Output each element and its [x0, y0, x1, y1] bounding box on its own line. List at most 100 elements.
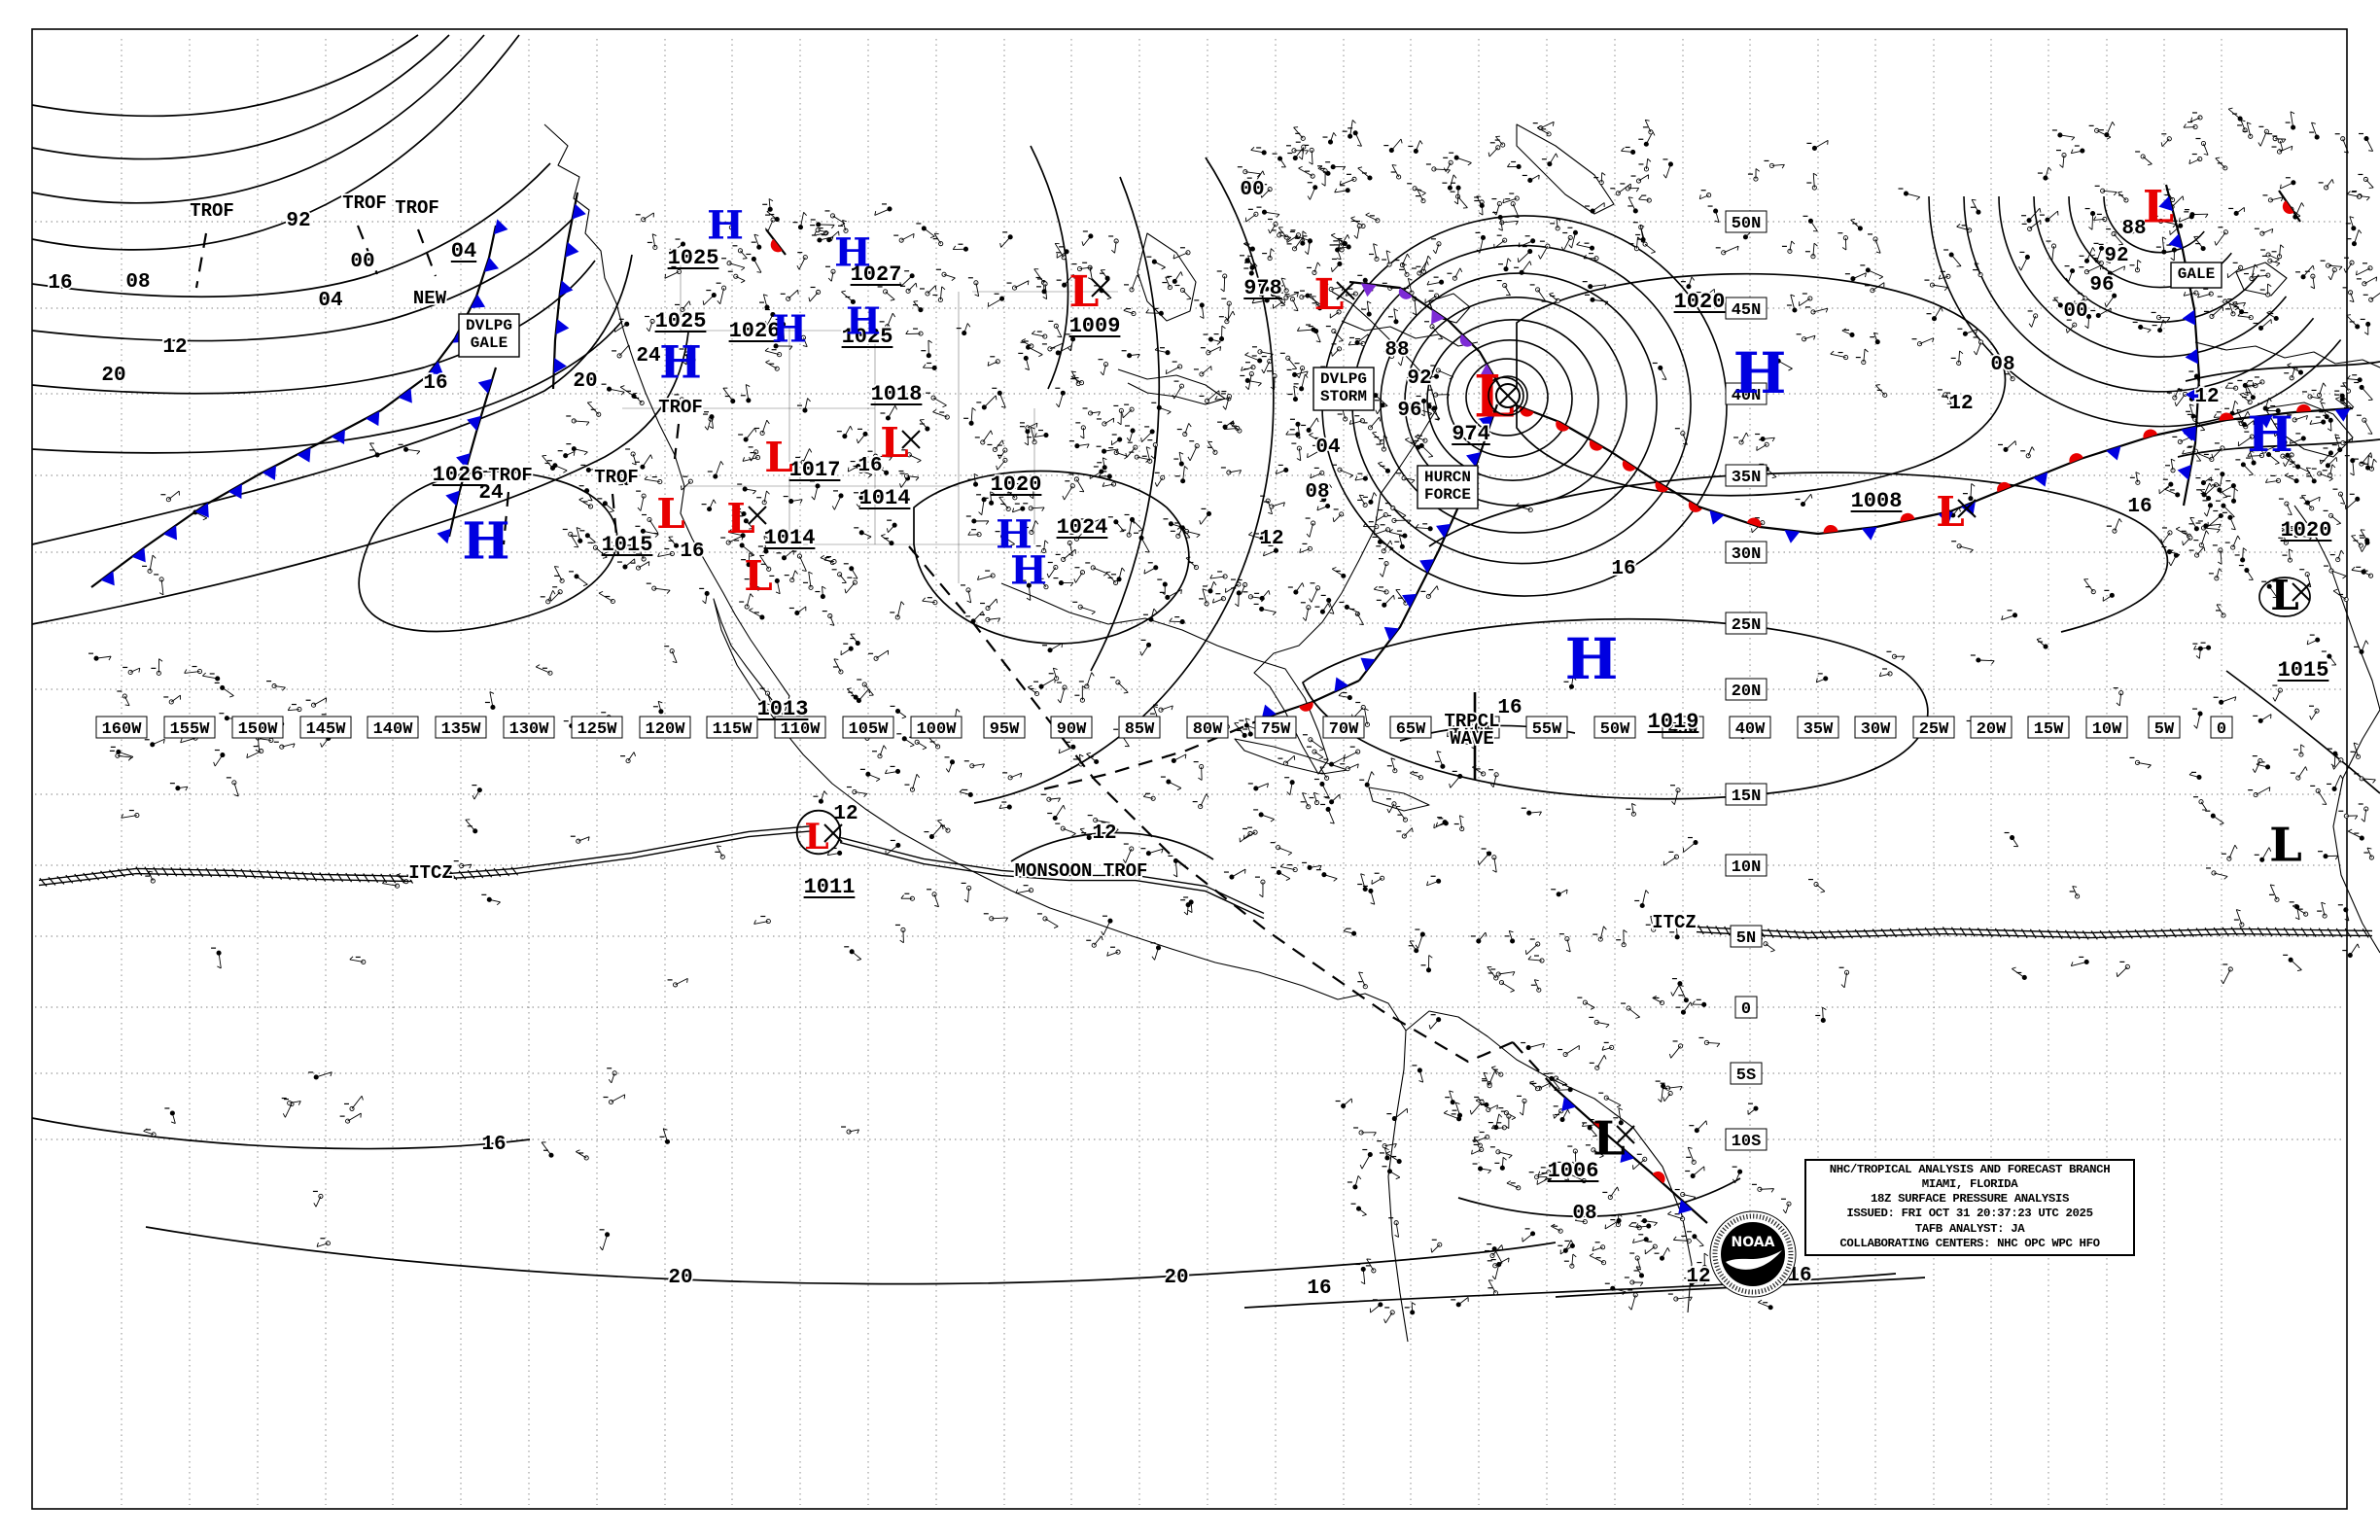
wind-barb: [1330, 132, 1335, 143]
station-plot: [900, 892, 915, 901]
wind-barb: [1382, 563, 1387, 578]
station-plot: [2343, 257, 2355, 273]
station-plot: [1110, 434, 1123, 446]
wind-barb: [1596, 1055, 1605, 1068]
wind-barb-tick: [2214, 240, 2217, 246]
wind-barb: [1260, 814, 1275, 821]
wind-barb: [1385, 250, 1390, 265]
wind-barb: [998, 393, 1006, 408]
wind-barb-tick: [713, 499, 717, 504]
wind-barb: [1417, 189, 1424, 201]
wind-barb: [1431, 1243, 1441, 1253]
wind-barb-tick: [1188, 423, 1192, 428]
wind-barb-tick: [1415, 434, 1419, 438]
wind-barb: [1167, 589, 1182, 598]
wind-barb-tick: [1333, 878, 1338, 882]
wind-barb: [1361, 1154, 1371, 1170]
station-plot: [796, 252, 808, 270]
wind-barb-tick: [1405, 437, 1410, 440]
wind-barb-tick: [1140, 438, 1142, 442]
station-plot: [998, 801, 1012, 810]
wind-barb-tick: [1145, 446, 1151, 449]
wind-barb: [1241, 584, 1246, 595]
station-plot: [2284, 366, 2298, 381]
wind-barb: [576, 527, 581, 542]
wind-barb: [1103, 448, 1119, 452]
wind-barb-tick: [917, 460, 922, 464]
station-plot: [1340, 763, 1359, 772]
wind-barb: [1264, 211, 1280, 215]
station-plot: [1031, 331, 1048, 339]
wind-barb-tick: [2237, 535, 2241, 541]
wind-barb-tick: [1272, 612, 1277, 615]
wind-barb: [2203, 143, 2209, 156]
wind-barb-tick: [1307, 195, 1311, 200]
wind-barb: [1366, 1258, 1375, 1272]
wind-barb: [1044, 918, 1059, 928]
station-plot: [1241, 179, 1252, 193]
station-plot: [1415, 523, 1433, 532]
wind-barb-tick: [1241, 366, 1243, 371]
wind-barb: [1321, 784, 1330, 799]
station-circle: [2348, 290, 2354, 296]
wind-barb-tick: [901, 716, 907, 719]
station-plot: [1362, 416, 1382, 431]
wind-barb-tick: [1062, 495, 1066, 501]
station-plot: [2360, 454, 2373, 471]
wind-barb-tick: [987, 361, 990, 367]
wind-barb-tick: [1196, 534, 1201, 539]
wind-barb: [550, 591, 561, 602]
station-plot: [1373, 524, 1391, 536]
wind-barb-tick: [1099, 518, 1102, 524]
station-plot: [1427, 389, 1451, 399]
station-plot: [1146, 256, 1166, 270]
wind-barb-tick: [1299, 548, 1302, 553]
station-plot: [644, 475, 663, 485]
wind-barb-tick: [2106, 136, 2112, 140]
wind-barb-tick: [1628, 196, 1633, 198]
station-plot: [2039, 210, 2059, 223]
wind-barb-tick: [2183, 123, 2187, 128]
station-plot: [746, 253, 762, 273]
wind-barb-tick: [1310, 294, 1312, 298]
wind-barb: [1224, 420, 1234, 428]
wind-barb-tick: [995, 395, 998, 401]
wind-barb: [982, 430, 992, 443]
wind-barb-tick: [998, 617, 1001, 622]
wind-barb-tick: [2276, 262, 2281, 267]
station-plot: [1567, 227, 1578, 249]
station-plot: [1245, 208, 1259, 223]
wind-barb-tick: [1221, 325, 1226, 330]
station-plot: [2351, 535, 2363, 548]
station-plot: [1285, 429, 1301, 438]
station-circle: [802, 255, 808, 261]
wind-barb-tick: [1350, 216, 1355, 219]
wind-barb-tick: [2267, 283, 2272, 287]
wind-barb: [2229, 517, 2236, 530]
wind-barb: [1638, 174, 1649, 182]
wind-barb: [1592, 202, 1605, 212]
station-plot: [1514, 261, 1532, 275]
station-plot: [2359, 529, 2370, 543]
station-circle: [1448, 159, 1453, 165]
station-plot: [1350, 1203, 1367, 1217]
wind-barb-tick: [1337, 244, 1341, 249]
station-plot: [1200, 346, 1222, 356]
coastline: [1516, 123, 1615, 215]
wind-barb-tick: [831, 225, 835, 229]
station-plot: [1221, 298, 1232, 321]
wind-barb-tick: [741, 266, 746, 271]
wind-barb-tick: [1385, 1150, 1391, 1154]
station-plot: [890, 601, 905, 620]
wind-barb-tick: [1067, 347, 1071, 352]
station-plot: [598, 590, 615, 605]
wind-barb-tick: [2361, 818, 2365, 822]
wind-barb-tick: [1508, 1154, 1513, 1159]
wind-barb: [1403, 477, 1416, 481]
wind-barb: [1391, 341, 1399, 357]
wind-barb: [751, 451, 757, 462]
station-plot: [1154, 346, 1171, 356]
wind-barb-tick: [1100, 371, 1104, 376]
wind-barb: [1150, 609, 1155, 620]
wind-barb-tick: [1248, 531, 1253, 536]
